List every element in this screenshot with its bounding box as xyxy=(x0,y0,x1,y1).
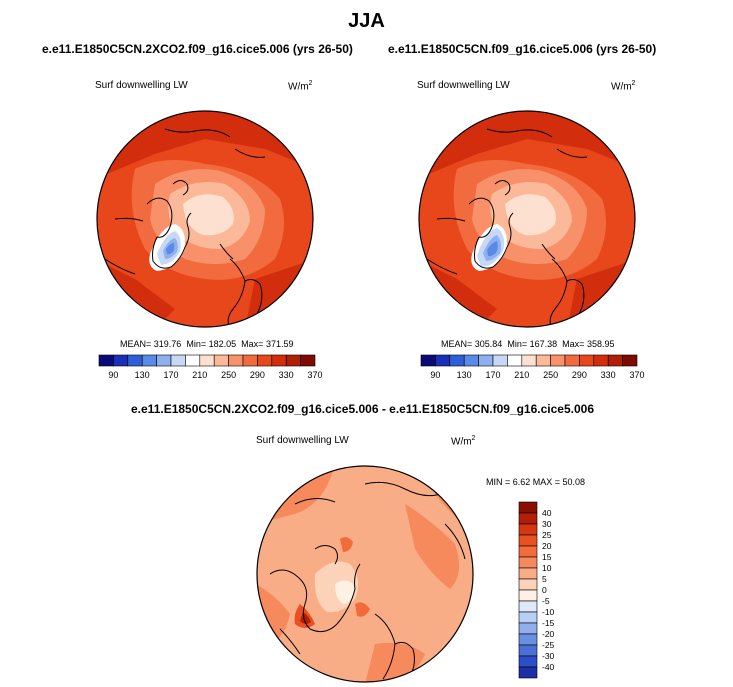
colorbar-swatch xyxy=(141,354,157,367)
colorbar-tick-label: 290 xyxy=(572,370,587,380)
colorbar-swatch xyxy=(622,354,638,367)
colorbar-tick-label: 30 xyxy=(542,519,552,529)
colorbar-tick-label: 130 xyxy=(457,370,472,380)
colorbar-swatch xyxy=(518,556,538,569)
colorbar-swatch xyxy=(535,354,551,367)
panel2-stats: MEAN= 305.84 Min= 167.38 Max= 358.95 xyxy=(441,339,615,349)
colorbar-swatch xyxy=(113,354,129,367)
colorbar-tick-label: -5 xyxy=(542,596,550,606)
colorbar-tick-label: 90 xyxy=(430,370,440,380)
colorbar-tick-label: 210 xyxy=(192,370,207,380)
colorbar-swatch xyxy=(518,611,538,624)
colorbar-tick-label: 330 xyxy=(601,370,616,380)
colorbar-swatch xyxy=(518,567,538,580)
colorbar-tick-label: -40 xyxy=(542,662,555,672)
panel1-colorbar: 90 130 170 210 250 290 330 370 xyxy=(98,354,323,380)
diff-variable-label: Surf downwelling LW xyxy=(256,435,349,446)
colorbar-swatch xyxy=(285,354,301,367)
colorbar-swatch xyxy=(463,354,479,367)
colorbar-tick-label: 5 xyxy=(542,574,547,584)
colorbar-swatch xyxy=(518,633,538,646)
colorbar-swatch xyxy=(521,354,537,367)
colorbar-swatch xyxy=(228,354,244,367)
colorbar-swatch xyxy=(156,354,172,367)
colorbar-tick-label: 170 xyxy=(163,370,178,380)
colorbar-swatch xyxy=(518,644,538,657)
colorbar-tick-label: 10 xyxy=(542,563,552,573)
panel2-units-label: W/m2 xyxy=(611,80,636,93)
colorbar-swatch xyxy=(518,501,538,514)
colorbar-tick-label: 370 xyxy=(629,370,644,380)
colorbar-tick-label: 15 xyxy=(542,552,552,562)
colorbar-swatch xyxy=(98,354,114,367)
colorbar-tick-label: 210 xyxy=(514,370,529,380)
colorbar-swatch xyxy=(420,354,436,367)
colorbar-tick-label: 250 xyxy=(221,370,236,380)
diff-polar-map xyxy=(256,465,474,683)
colorbar-swatch xyxy=(518,622,538,635)
panel1-variable-label: Surf downwelling LW xyxy=(95,80,188,91)
diff-case-title: e.e11.E1850C5CN.2XCO2.f09_g16.cice5.006 … xyxy=(131,402,594,416)
colorbar-swatch xyxy=(300,354,316,367)
colorbar-swatch xyxy=(127,354,143,367)
colorbar-swatch xyxy=(518,545,538,558)
colorbar-tick-label: 20 xyxy=(542,541,552,551)
diff-minmax-label: MIN = 6.62 MAX = 50.08 xyxy=(486,477,586,487)
colorbar-swatch xyxy=(507,354,523,367)
colorbar-tick-label: 330 xyxy=(279,370,294,380)
colorbar-tick-label: 25 xyxy=(542,530,552,540)
colorbar-tick-label: -25 xyxy=(542,640,555,650)
panel1-polar-map xyxy=(96,110,314,328)
colorbar-swatch xyxy=(170,354,186,367)
colorbar-swatch xyxy=(435,354,451,367)
colorbar-tick-label: -15 xyxy=(542,618,555,628)
colorbar-swatch xyxy=(579,354,595,367)
panel1-case-title: e.e11.E1850C5CN.2XCO2.f09_g16.cice5.006 … xyxy=(42,42,353,56)
colorbar-swatch xyxy=(518,512,538,525)
colorbar-swatch xyxy=(593,354,609,367)
colorbar-tick-label: -10 xyxy=(542,607,555,617)
colorbar-tick-label: 0 xyxy=(542,585,547,595)
colorbar-swatch xyxy=(213,354,229,367)
colorbar-tick-label: 90 xyxy=(108,370,118,380)
colorbar-swatch xyxy=(478,354,494,367)
panel2-case-title: e.e11.E1850C5CN.f09_g16.cice5.006 (yrs 2… xyxy=(388,42,657,56)
panel2-colorbar: 90 130 170 210 250 290 330 370 xyxy=(420,354,645,380)
colorbar-swatch xyxy=(242,354,258,367)
colorbar-swatch xyxy=(518,600,538,613)
colorbar-tick-label: 290 xyxy=(250,370,265,380)
colorbar-swatch xyxy=(518,523,538,536)
page-title: JJA xyxy=(348,10,385,32)
colorbar-swatch xyxy=(518,655,538,668)
colorbar-swatch xyxy=(564,354,580,367)
colorbar-swatch xyxy=(185,354,201,367)
colorbar-tick-label: 40 xyxy=(542,508,552,518)
colorbar-swatch xyxy=(518,534,538,547)
colorbar-tick-label: 130 xyxy=(135,370,150,380)
panel1-stats: MEAN= 319.76 Min= 182.05 Max= 371.59 xyxy=(120,339,294,349)
colorbar-swatch xyxy=(199,354,215,367)
diff-units-label: W/m2 xyxy=(451,435,476,448)
colorbar-tick-label: -30 xyxy=(542,651,555,661)
colorbar-swatch xyxy=(518,589,538,602)
colorbar-swatch xyxy=(518,578,538,591)
colorbar-tick-label: -20 xyxy=(542,629,555,639)
colorbar-swatch xyxy=(271,354,287,367)
colorbar-swatch xyxy=(550,354,566,367)
colorbar-swatch xyxy=(518,666,538,679)
panel2-polar-map xyxy=(418,110,636,328)
colorbar-swatch xyxy=(492,354,508,367)
panel2-variable-label: Surf downwelling LW xyxy=(417,80,510,91)
colorbar-swatch xyxy=(449,354,465,367)
panel1-units-label: W/m2 xyxy=(288,80,313,93)
colorbar-tick-label: 170 xyxy=(485,370,500,380)
colorbar-swatch xyxy=(257,354,273,367)
colorbar-tick-label: 250 xyxy=(543,370,558,380)
colorbar-tick-label: 370 xyxy=(307,370,322,380)
colorbar-swatch xyxy=(607,354,623,367)
